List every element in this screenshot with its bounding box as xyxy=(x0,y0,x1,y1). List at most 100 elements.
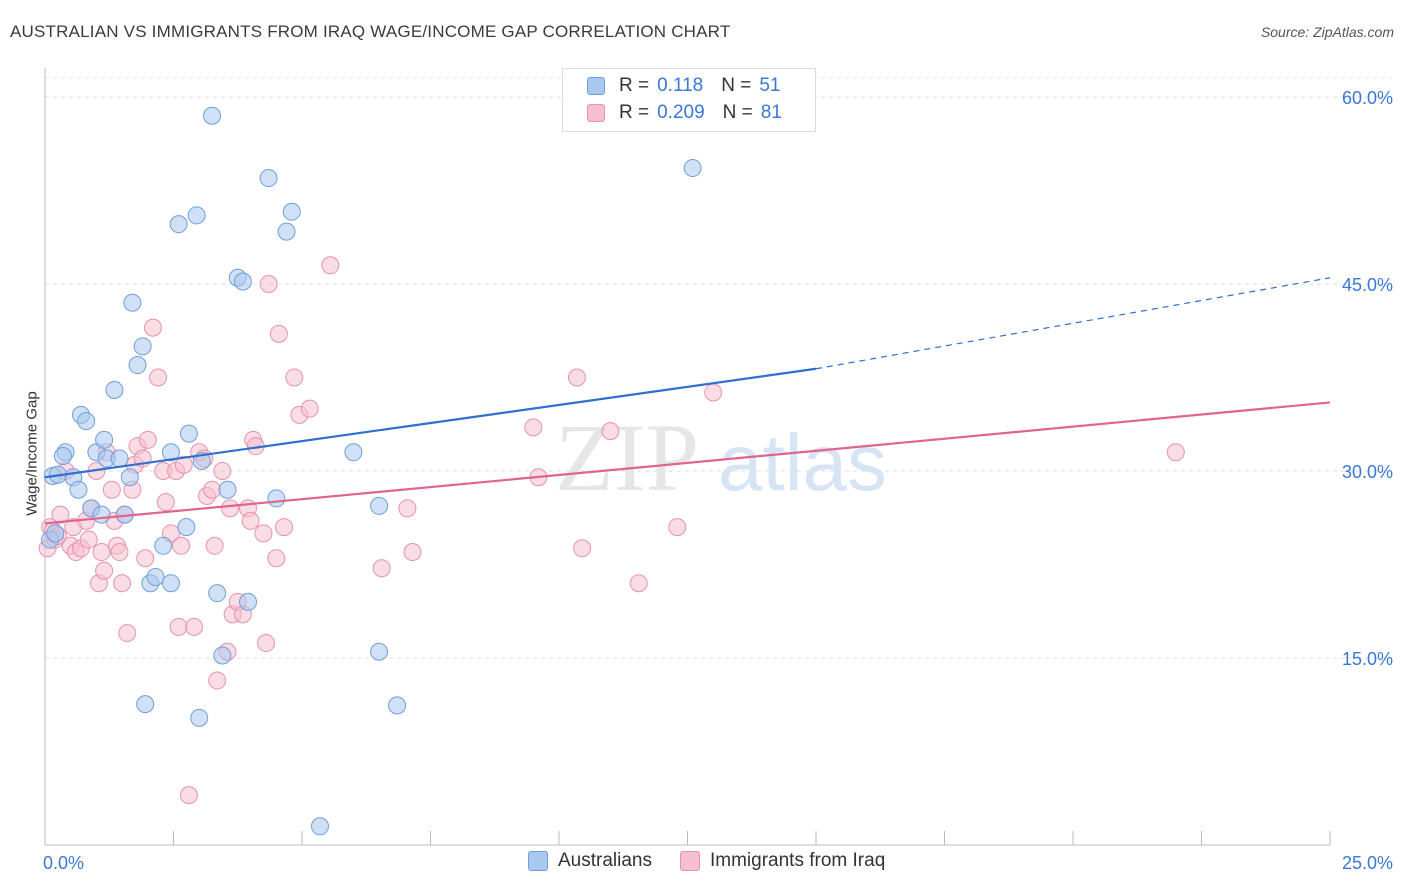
iraq-point xyxy=(156,493,175,512)
australians-point xyxy=(69,480,88,499)
y-tick-label: 60.0% xyxy=(1342,88,1393,108)
legend-swatch-pink xyxy=(680,851,700,871)
iraq-point xyxy=(95,561,114,580)
australians-trend-extension xyxy=(815,277,1331,370)
y-tick-label: 30.0% xyxy=(1342,462,1393,482)
iraq-point xyxy=(205,536,224,555)
australians-point xyxy=(46,524,65,543)
series-iraq-points xyxy=(38,256,1185,805)
australians-point xyxy=(154,536,173,555)
iraq-point xyxy=(143,318,162,337)
australians-point xyxy=(179,424,198,443)
iraq-point xyxy=(704,383,723,402)
iraq-point xyxy=(300,399,319,418)
legend-item-iraq[interactable]: Immigrants from Iraq xyxy=(680,850,885,872)
legend-r-value: 0.118 xyxy=(657,75,704,96)
australians-point xyxy=(190,708,209,727)
iraq-point xyxy=(51,505,70,524)
iraq-point xyxy=(138,430,157,449)
australians-point xyxy=(310,817,329,836)
australians-point xyxy=(187,206,206,225)
legend-r-label: R = xyxy=(619,102,650,123)
iraq-point xyxy=(203,480,222,499)
iraq-point xyxy=(372,559,391,578)
legend-label-iraq: Immigrants from Iraq xyxy=(710,850,886,871)
australians-point xyxy=(120,468,139,487)
iraq-point xyxy=(1166,443,1185,462)
iraq-point xyxy=(524,418,543,437)
iraq-point xyxy=(629,574,648,593)
series-legend: Australians Immigrants from Iraq xyxy=(528,850,913,872)
legend-row-iraq: R = 0.209 N = 81 xyxy=(587,100,800,126)
iraq-point xyxy=(285,368,304,387)
iraq-point xyxy=(79,530,98,549)
australians-point xyxy=(92,505,111,524)
iraq-point xyxy=(213,462,232,480)
australians-point xyxy=(177,518,196,537)
australians-point xyxy=(95,430,114,449)
iraq-point xyxy=(149,368,168,387)
australians-point xyxy=(218,480,237,499)
iraq-point xyxy=(113,574,132,593)
trend-lines xyxy=(44,277,1331,525)
y-tick-label: 15.0% xyxy=(1342,649,1393,669)
legend-item-australians[interactable]: Australians xyxy=(528,850,652,872)
australians-point xyxy=(128,356,147,375)
legend-row-australians: R = 0.118 N = 51 xyxy=(587,73,799,99)
iraq-point xyxy=(269,324,288,343)
australians-point xyxy=(370,642,389,661)
iraq-point xyxy=(321,256,340,275)
iraq-point xyxy=(208,671,227,690)
australians-point xyxy=(239,592,258,611)
axes xyxy=(44,68,1331,846)
chart-title: AUSTRALIAN VS IMMIGRANTS FROM IRAQ WAGE/… xyxy=(10,22,731,41)
iraq-point xyxy=(257,634,276,653)
iraq-point xyxy=(267,549,286,568)
legend-swatch-blue xyxy=(528,851,548,871)
australians-point xyxy=(388,696,407,715)
legend-label-australians: Australians xyxy=(558,850,652,871)
iraq-point xyxy=(221,499,240,518)
iraq-point xyxy=(169,617,188,636)
legend-r-value: 0.209 xyxy=(657,102,705,123)
australians-point xyxy=(370,496,389,515)
iraq-point xyxy=(275,518,294,537)
iraq-point xyxy=(259,275,278,293)
australians-point xyxy=(282,202,301,221)
australians-point xyxy=(233,272,252,291)
legend-n-label: N = xyxy=(721,75,752,96)
y-tick-label: 45.0% xyxy=(1342,275,1393,295)
x-tick-label: 25.0% xyxy=(1342,853,1393,873)
source-label: Source: ZipAtlas.com xyxy=(1260,24,1394,40)
australians-point xyxy=(344,443,363,462)
legend-n-label: N = xyxy=(722,102,753,123)
iraq-point xyxy=(118,624,137,643)
iraq-point xyxy=(668,518,687,537)
iraq-point xyxy=(573,539,592,558)
iraq-point xyxy=(403,543,422,562)
australians-point xyxy=(169,215,188,234)
watermark-atlas: atlas xyxy=(718,418,887,507)
australians-point xyxy=(105,380,124,399)
legend-swatch-pink xyxy=(587,104,605,122)
australians-point xyxy=(53,447,72,466)
australians-point xyxy=(123,293,142,312)
iraq-point xyxy=(102,480,121,499)
australians-point xyxy=(136,695,155,714)
legend-n-value: 81 xyxy=(760,102,782,123)
legend-r-label: R = xyxy=(619,75,650,96)
australians-point xyxy=(277,222,296,241)
australians-point xyxy=(161,443,180,462)
tick-labels: 15.0% 30.0% 45.0% 60.0% 0.0% 25.0% xyxy=(43,88,1393,873)
australians-point xyxy=(133,337,152,356)
australians-point xyxy=(683,159,702,178)
australians-point xyxy=(161,574,180,593)
iraq-point xyxy=(185,617,204,636)
correlation-legend: R = 0.118 N = 51 R = 0.209 N = 81 xyxy=(562,68,816,132)
australians-point xyxy=(259,169,278,188)
iraq-point xyxy=(601,422,620,441)
iraq-point xyxy=(241,511,260,530)
iraq-point xyxy=(92,543,111,562)
australians-point xyxy=(267,489,286,508)
